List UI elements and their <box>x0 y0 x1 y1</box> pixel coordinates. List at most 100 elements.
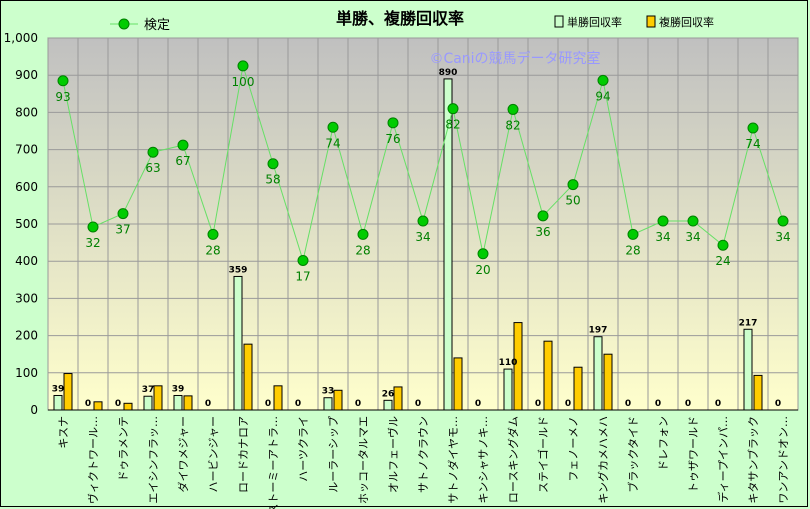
bar-data-label: 33 <box>322 387 335 397</box>
kentei-data-label: 34 <box>415 230 430 244</box>
x-tick-label: ディープインパ… <box>716 416 730 503</box>
bar-fukusho <box>123 402 133 411</box>
bar-data-label: 0 <box>565 399 571 409</box>
line-series: 93 32 37 63 67 28 100 58 17 74 28 76 34 82 20 82 36 50 94 2… <box>55 60 791 283</box>
bar-data-label: 26 <box>382 389 395 399</box>
bar-tansho <box>383 399 393 411</box>
x-tick-label: ブラックタイド <box>626 416 640 493</box>
bar-tansho <box>743 328 753 411</box>
bar-fukusho <box>63 373 73 411</box>
x-tick-label: キスナ <box>57 416 70 449</box>
legend: 検定 単勝回収率 複勝回収率 <box>110 15 714 33</box>
bar-data-label: 890 <box>439 68 458 78</box>
kentei-point <box>567 179 579 191</box>
kentei-data-label: 34 <box>655 230 670 244</box>
chart-title: 単勝、複勝回収率 <box>336 9 464 28</box>
kentei-point <box>267 158 279 170</box>
x-tick-label: ハービンジャー <box>207 416 220 492</box>
kentei-data-label: 24 <box>715 254 730 268</box>
kentei-point <box>687 215 699 227</box>
y-tick-label: 700 <box>15 143 38 157</box>
y-tick-label: 300 <box>15 291 38 305</box>
bar-data-label: 0 <box>295 399 301 409</box>
bar-fukusho <box>273 385 283 411</box>
grid-lines <box>47 37 799 411</box>
bar-data-label: 0 <box>475 399 481 409</box>
kentei-point <box>177 139 189 151</box>
kentei-point <box>747 122 759 134</box>
bar-fukusho <box>183 395 193 411</box>
x-tick-label: トゥザワールド <box>687 416 700 493</box>
bar-data-label: 0 <box>85 399 91 409</box>
kentei-data-label: 94 <box>595 89 610 103</box>
kentei-data-label: 50 <box>565 194 580 208</box>
bar-data-label: 197 <box>589 326 608 336</box>
bar-tansho <box>443 78 453 411</box>
bar-data-label: 0 <box>535 399 541 409</box>
bar-data-label: 39 <box>52 384 65 394</box>
kentei-point <box>87 221 99 233</box>
kentei-point <box>507 103 519 115</box>
x-tick-label: ホッコータルマエ <box>357 416 370 504</box>
y-tick-label: 100 <box>15 366 38 380</box>
x-tick-label: ストーミーアトラ… <box>267 416 280 509</box>
bar-fukusho <box>393 386 403 411</box>
bar-data-label: 0 <box>265 399 271 409</box>
kentei-point <box>597 74 609 86</box>
kentei-data-label: 36 <box>535 225 550 239</box>
kentei-data-label: 32 <box>85 236 100 250</box>
bar-data-label: 0 <box>625 399 631 409</box>
x-tick-label: サトノクラウン <box>417 416 430 493</box>
x-tick-label: キングカメハメハ <box>596 416 610 504</box>
kentei-point <box>477 248 489 260</box>
bar-fukusho <box>543 340 553 411</box>
legend-label-kentei: 検定 <box>144 18 170 33</box>
kentei-data-label: 93 <box>55 90 70 104</box>
bar-tansho <box>323 397 333 411</box>
x-tick-label: サトノダイヤモ… <box>446 416 460 504</box>
kentei-data-label: 58 <box>265 173 280 187</box>
bar-fukusho <box>753 374 763 411</box>
kentei-point <box>117 208 129 220</box>
kentei-data-label: 20 <box>475 263 490 277</box>
kentei-point <box>777 215 789 227</box>
kentei-point <box>327 121 339 133</box>
kentei-data-label: 34 <box>685 230 700 244</box>
kentei-point <box>387 117 399 129</box>
kentei-point <box>237 60 249 72</box>
legend-label-fukusho: 複勝回収率 <box>659 15 714 29</box>
kentei-data-label: 67 <box>175 154 190 168</box>
legend-swatch-fukusho <box>646 15 656 28</box>
bar-tansho <box>503 368 513 411</box>
bar-data-label: 0 <box>115 399 121 409</box>
bar-fukusho <box>573 366 583 411</box>
bar-data-label: 0 <box>205 399 211 409</box>
bar-data-label: 0 <box>355 399 361 409</box>
kentei-point <box>57 75 69 87</box>
kentei-data-label: 34 <box>775 230 790 244</box>
kentei-data-label: 63 <box>145 161 160 175</box>
x-tick-label: オルフェーヴル <box>386 416 400 493</box>
x-tick-label: ロースキングダム <box>506 416 520 503</box>
bar-data-label: 217 <box>739 318 758 328</box>
kentei-data-label: 17 <box>295 269 310 283</box>
y-tick-label: 0 <box>30 403 38 417</box>
bar-tansho <box>143 395 153 411</box>
bar-data-label: 39 <box>172 384 185 394</box>
x-tick-label: ステイゴールド <box>536 416 550 493</box>
x-axis-labels: キスナ ヴィクトワール… ドゥラメンテ エイシンフラッ… ダイワメジャー ハービンジャー ロ… <box>57 416 790 509</box>
kentei-data-label: 28 <box>355 243 370 257</box>
bar-tansho <box>233 275 243 411</box>
bar-tansho <box>53 394 63 411</box>
bar-data-label: 359 <box>229 265 248 275</box>
bar-fukusho <box>603 353 613 411</box>
bar-data-label: 0 <box>715 399 721 409</box>
kentei-point <box>147 146 159 158</box>
legend-point-swatch <box>118 18 130 30</box>
kentei-data-label: 82 <box>445 118 460 132</box>
bar-fukusho <box>243 343 253 411</box>
kentei-point <box>447 103 459 115</box>
x-tick-label: キタサンブラック <box>746 416 760 504</box>
